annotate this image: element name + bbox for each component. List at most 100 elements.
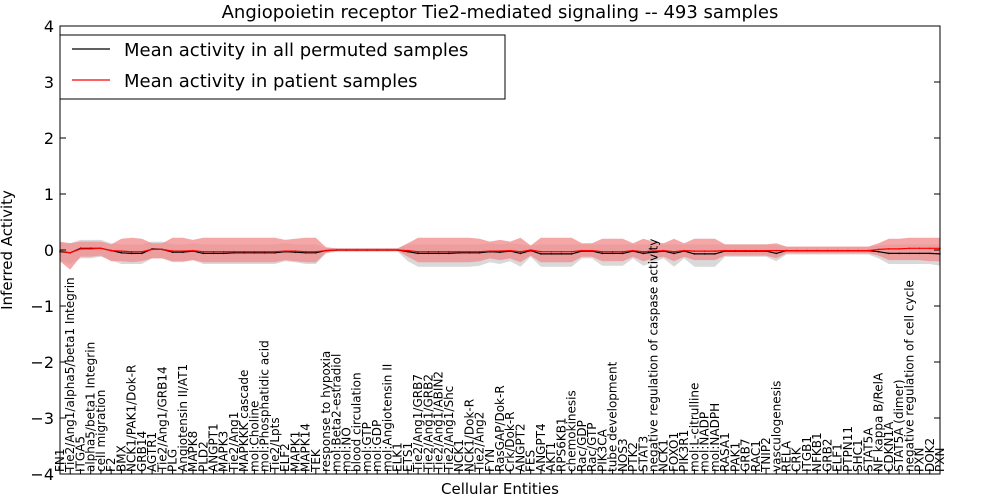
point-patient (836, 249, 839, 252)
point-patient (888, 248, 890, 250)
x-tick-label: chemokinesis (565, 390, 579, 472)
x-tick-label: PTK2 (626, 442, 640, 472)
point-permuted (182, 251, 184, 253)
point-permuted (263, 252, 266, 254)
x-tick-label: Rac/GDP (575, 420, 589, 472)
point-patient (171, 250, 174, 252)
x-tick-label: Rac/GTP (585, 422, 599, 472)
x-tick-label: PXN (913, 448, 927, 472)
y-axis-label: Inferred Activity (0, 190, 16, 310)
x-tick-label: FOXO1 (667, 432, 681, 472)
point-patient (468, 250, 471, 253)
x-tick-label: PLD2 (196, 441, 210, 472)
x-tick-label: CRK (790, 446, 804, 472)
point-permuted (929, 252, 931, 255)
point-patient (540, 250, 542, 253)
point-permuted (673, 252, 675, 255)
x-tick-label: mol:NO (340, 427, 354, 472)
point-patient (570, 250, 573, 253)
point-permuted (611, 252, 614, 255)
point-permuted (448, 252, 450, 255)
x-tick-label: Tie2/Ang1/alpha5/beta1 Integrin (63, 277, 77, 473)
point-permuted (120, 252, 123, 254)
point-patient (110, 249, 112, 252)
x-tick-label: blood circulation (350, 372, 364, 472)
x-tick-label: RAC1 (749, 440, 763, 472)
point-permuted (171, 251, 174, 253)
point-patient (775, 249, 778, 252)
x-tick-label: Tie2/Ang2 (473, 412, 487, 473)
x-tick-label: Tie2/Ang1 (227, 412, 241, 473)
point-patient (673, 250, 675, 253)
point-patient (69, 252, 71, 254)
point-permuted (417, 252, 419, 255)
x-tick-label: NF kappa B/RelA (872, 372, 886, 472)
x-tick-label: Tie2/Lpts (268, 417, 282, 473)
x-tick-label: RELA (780, 440, 794, 472)
point-patient (151, 248, 153, 251)
x-tick-label: PAK1 (728, 442, 742, 472)
point-permuted (315, 252, 317, 254)
point-permuted (141, 252, 143, 255)
point-patient (826, 249, 829, 252)
x-tick-label: NCK1/Dok-R (462, 399, 476, 472)
x-tick-label: FYN (483, 449, 497, 472)
x-tick-label: mol:GDP (370, 420, 384, 472)
y-tick-label: −1 (30, 297, 54, 316)
x-tick-label: Tie2/Ang1/GRB2 (421, 374, 435, 473)
point-patient (693, 250, 696, 252)
point-patient (355, 249, 358, 251)
point-patient (642, 250, 645, 253)
point-permuted (642, 252, 645, 255)
y-tick-label: −3 (30, 409, 54, 428)
point-patient (130, 250, 133, 253)
x-tick-label: Tie2/Ang1/GRB7 (411, 374, 425, 473)
x-tick-label: mol:NADP (698, 412, 712, 472)
x-tick-label: Tie2/Ang1/ABIN2 (432, 371, 446, 473)
point-permuted (550, 253, 552, 255)
x-tick-label: NOS3 (616, 438, 630, 472)
point-patient (499, 250, 501, 252)
point-permuted (458, 252, 460, 254)
point-patient (212, 250, 215, 253)
point-patient (765, 249, 767, 252)
point-permuted (775, 252, 778, 255)
point-permuted (877, 250, 880, 253)
x-tick-label: PLG (166, 449, 180, 472)
x-tick-label: Crk/Dok-R (503, 411, 517, 472)
point-patient (785, 249, 788, 252)
x-tick-label: SHC1 (851, 439, 865, 472)
point-permuted (437, 252, 440, 255)
legend: Mean activity in all permuted samples Me… (59, 34, 506, 100)
legend-frame (59, 34, 506, 100)
x-tick-label: ETS1 (401, 442, 415, 472)
point-permuted (468, 252, 471, 254)
point-patient (345, 249, 348, 251)
point-permuted (427, 252, 430, 255)
point-permuted (233, 252, 235, 254)
x-tick-label: DOK2 (923, 438, 937, 472)
x-tick-label: GRB7 (739, 438, 753, 472)
point-patient (366, 249, 368, 251)
point-permuted (888, 252, 890, 255)
point-permuted (601, 252, 604, 255)
point-patient (795, 249, 798, 252)
x-tick-label: alpha5/beta1 Integrin (84, 342, 98, 472)
point-patient (89, 248, 92, 250)
point-patient (489, 250, 491, 252)
point-patient (304, 250, 307, 253)
x-tick-label: mol:NADPH (708, 403, 722, 472)
point-permuted (304, 252, 307, 254)
point-patient (448, 250, 450, 253)
x-tick-label: ANGPT1 (207, 423, 221, 472)
point-patient (714, 250, 716, 252)
x-tick-label: MAPK14 (299, 423, 313, 472)
x-axis-label: Cellular Entities (441, 480, 559, 498)
x-tick-label: mol:GTP (360, 422, 374, 472)
point-patient (591, 249, 593, 252)
x-tick-label: ELK1 (391, 442, 405, 472)
x-tick-label: mol:Angiotensin II (380, 364, 394, 472)
x-tick-label: ELF2 (278, 443, 292, 472)
x-tick-label: ITGB1 (800, 436, 814, 472)
x-tick-label: RasGAP/Dok-R (493, 385, 507, 472)
